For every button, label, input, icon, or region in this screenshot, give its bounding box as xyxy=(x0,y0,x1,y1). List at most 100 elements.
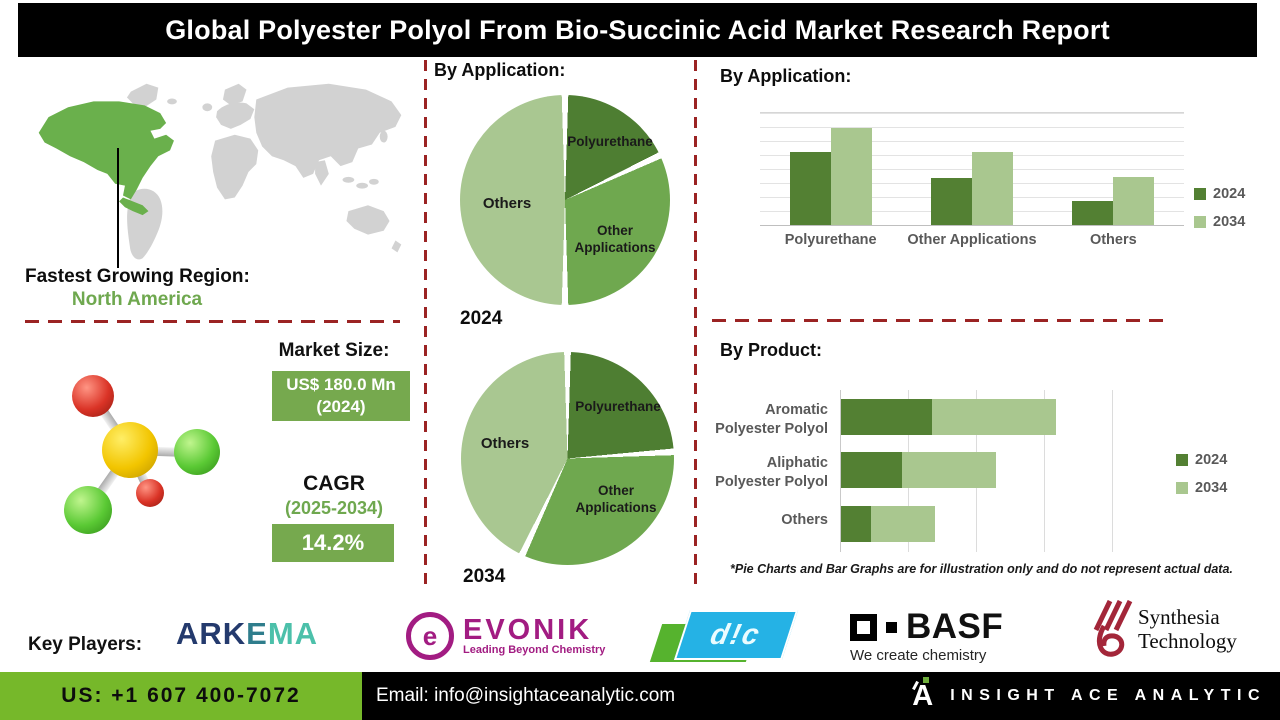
legend-item-2024: 2024 xyxy=(1176,452,1227,468)
dic-wordmark: d!c xyxy=(707,618,765,651)
divider-vertical-1 xyxy=(424,60,427,585)
molecule-atom-red xyxy=(72,375,114,417)
bar-2024 xyxy=(930,177,972,225)
logo-letter-group: MA xyxy=(267,616,319,651)
molecule-atom-red-small xyxy=(136,479,164,507)
evonik-e-icon: e xyxy=(406,612,454,660)
bar-group-polyurethane xyxy=(760,113,901,225)
dic-logo: d!c xyxy=(649,608,799,664)
insight-ace-logo-icon: A xyxy=(912,677,936,713)
arkema-logo: ARKEMA xyxy=(176,616,318,652)
pie-label-polyurethane: Polyurethane xyxy=(567,134,653,149)
basf-name: BASF xyxy=(906,607,1004,646)
segment-2024 xyxy=(841,452,902,488)
bar-group-others xyxy=(1043,113,1184,225)
bar-2024 xyxy=(789,152,831,225)
molecule-atom-yellow xyxy=(102,422,158,478)
brand-block: A INSIGHT ACE ANALYTIC xyxy=(912,677,1266,713)
legend-item-2024: 2024 xyxy=(1194,186,1245,202)
bar-application-legend: 2024 2034 xyxy=(1194,186,1245,242)
map-pointer-line xyxy=(117,148,119,268)
bar-product-heading: By Product: xyxy=(720,340,823,360)
synthesia-logo: Synthesia Technology xyxy=(1092,600,1237,658)
key-players-label: Key Players: xyxy=(28,634,143,655)
divider-right xyxy=(712,319,1164,322)
synthesia-line2: Technology xyxy=(1138,629,1237,653)
bar-group-other-applications xyxy=(901,113,1042,225)
bar-application-categories: Polyurethane Other Applications Others xyxy=(760,232,1184,248)
footer-phone-box: US: +1 607 400-7072 xyxy=(0,672,362,720)
market-size-label: Market Size: xyxy=(278,340,390,361)
divider-vertical-2 xyxy=(694,60,697,585)
cagr-value: 14.2% xyxy=(272,524,394,562)
bar-application-heading: By Application: xyxy=(720,66,852,86)
pie-section-heading: By Application: xyxy=(434,60,566,80)
segment-2034 xyxy=(901,452,996,488)
legend-label: 2024 xyxy=(1195,452,1228,468)
product-label-others: Others xyxy=(781,512,828,528)
synthesia-line1: Synthesia xyxy=(1138,605,1220,629)
fastest-growing-region-value: North America xyxy=(71,289,203,310)
cagr-label: CAGR xyxy=(303,472,365,495)
category-label: Other Applications xyxy=(907,232,1037,248)
product-label-aromatic: Aromatic Polyester Polyol xyxy=(715,402,828,437)
page-title: Global Polyester Polyol From Bio-Succini… xyxy=(165,14,1110,45)
category-label: Polyurethane xyxy=(784,232,877,248)
market-size-value: US$ 180.0 Mn (2024) xyxy=(272,371,410,421)
pie-chart-2034 xyxy=(461,352,674,565)
segment-2034 xyxy=(871,506,936,542)
legend-swatch-2034 xyxy=(1176,482,1188,494)
product-bar-others xyxy=(841,506,1114,542)
basf-square-icon xyxy=(850,613,877,641)
synthesia-ribbon-icon xyxy=(1093,600,1133,657)
dic-cyan-shape: d!c xyxy=(673,610,799,660)
pie-year-2034: 2034 xyxy=(463,566,506,587)
bar-application-plot xyxy=(760,112,1184,226)
segment-2024 xyxy=(841,399,932,435)
evonik-tagline: Leading Beyond Chemistry xyxy=(463,644,606,656)
footer-bar: Email: info@insightaceanalytic.com A INS… xyxy=(362,672,1280,720)
basf-dot-icon xyxy=(886,621,897,633)
world-map xyxy=(38,83,402,260)
pie-year-2024: 2024 xyxy=(460,308,503,329)
logo-letter-group: ARK xyxy=(176,616,247,651)
segment-2034 xyxy=(932,399,1057,435)
molecule-atom-green xyxy=(64,486,112,534)
product-bar-aliphatic xyxy=(841,452,1114,488)
legend-label: 2034 xyxy=(1213,214,1246,230)
legend-item-2034: 2034 xyxy=(1176,480,1227,496)
pie-label-others: Others xyxy=(480,435,530,452)
pie-chart-2024 xyxy=(460,95,670,305)
molecule-atom-green xyxy=(174,429,220,475)
disclaimer-text: *Pie Charts and Bar Graphs are for illus… xyxy=(730,562,1233,576)
cagr-period: (2025-2034) xyxy=(284,498,384,518)
pie-label-other-applications: Other Applications xyxy=(575,483,657,515)
product-label-aliphatic: Aliphatic Polyester Polyol xyxy=(715,455,828,490)
header-bar: Global Polyester Polyol From Bio-Succini… xyxy=(18,3,1257,57)
legend-swatch-2024 xyxy=(1176,454,1188,466)
footer-email: Email: info@insightaceanalytic.com xyxy=(376,685,676,706)
map-gray-continents xyxy=(126,83,402,260)
footer-phone: US: +1 607 400-7072 xyxy=(61,684,301,707)
divider-left xyxy=(25,320,400,323)
legend-label: 2024 xyxy=(1213,186,1246,202)
category-label: Others xyxy=(1089,232,1137,248)
product-bar-aromatic xyxy=(841,399,1114,435)
bar-2024 xyxy=(1072,201,1114,225)
basf-tagline: We create chemistry xyxy=(850,647,987,664)
evonik-logo: e EVONIK Leading Beyond Chemistry xyxy=(406,612,605,660)
evonik-name: EVONIK xyxy=(463,614,593,646)
bar-2034 xyxy=(830,127,872,225)
molecule-illustration xyxy=(40,360,260,560)
logo-letter-group: E xyxy=(246,616,268,651)
pie-label-other-applications: Other Applications xyxy=(574,223,656,255)
legend-swatch-2034 xyxy=(1194,216,1206,228)
pie-label-polyurethane: Polyurethane xyxy=(575,399,661,414)
segment-2024 xyxy=(841,506,872,542)
basf-logo: BASF We create chemistry xyxy=(850,607,1004,664)
bar-2034 xyxy=(1113,176,1155,225)
pie-label-others: Others xyxy=(482,195,532,212)
map-north-america-highlight xyxy=(38,101,174,216)
fastest-growing-region-label: Fastest Growing Region: xyxy=(25,266,250,287)
